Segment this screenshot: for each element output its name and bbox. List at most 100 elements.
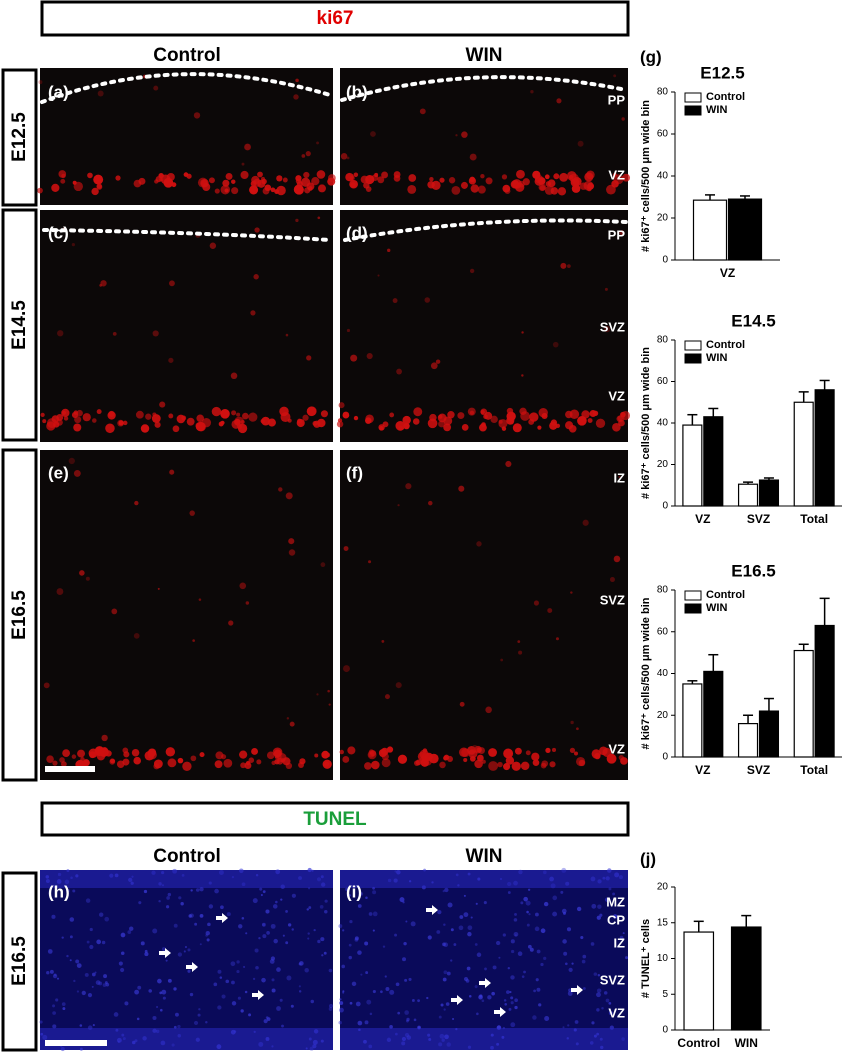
cell [595,418,606,429]
cell [208,177,215,184]
nucleus [244,990,248,994]
nucleus [384,975,387,978]
cell [381,640,385,643]
cell [613,555,621,563]
nucleus [53,973,57,977]
cell [223,758,233,768]
cell [316,141,320,145]
nucleus [76,990,80,993]
cell [479,423,487,432]
cell [431,180,441,191]
x-tick-label: Total [800,512,828,526]
cell [544,174,550,180]
row-label: E14.5 [9,300,30,350]
cell [474,759,483,769]
nucleus [540,928,546,934]
cell [570,591,573,594]
cell [389,412,395,418]
nucleus [198,1008,201,1011]
cell [606,184,616,195]
zone-label: VZ [608,1005,625,1020]
nucleus [66,954,69,958]
cell [285,333,289,337]
cell [619,230,625,236]
nucleus [86,940,90,944]
cell [413,407,423,417]
nucleus [62,1007,66,1011]
cell [123,420,128,426]
y-tick-label: 0 [662,255,668,266]
nucleus [298,962,302,966]
cell [56,588,64,595]
cell [336,420,344,428]
panel-label: (g) [640,47,662,66]
nucleus [120,967,125,973]
bar [727,198,763,261]
zone-label: MZ [606,894,625,909]
nucleus [144,952,149,957]
cell [242,412,249,420]
cell [295,218,299,223]
panel-label: (b) [346,82,368,101]
cell [257,171,263,178]
nucleus [404,978,408,982]
cell [555,423,561,428]
nucleus [599,913,603,917]
nucleus [199,914,204,918]
cell [159,177,164,182]
nucleus [538,1003,542,1007]
nucleus [52,1024,57,1029]
nucleus [275,900,278,904]
zone-label: PP [608,227,626,242]
nucleus [236,960,240,964]
nucleus [52,974,58,979]
cell [297,418,302,424]
nucleus [476,952,482,958]
column-label: Control [153,45,221,66]
cell [168,357,174,363]
nucleus [159,1008,163,1012]
cell [241,162,245,166]
cell [248,412,258,422]
nucleus [39,1020,43,1024]
nucleus [509,990,512,994]
bar [814,624,835,758]
band [340,870,628,888]
x-tick-label: VZ [695,763,710,777]
cell [108,410,115,418]
cell [202,182,211,191]
cell [581,410,590,419]
legend-label: WIN [706,104,727,116]
nucleus [447,902,453,908]
header-box [40,0,630,37]
cell [116,760,125,769]
cell [365,186,372,192]
nucleus [446,971,451,976]
nucleus [259,887,263,891]
nucleus [69,935,73,939]
nucleus [535,978,539,982]
cell [306,406,317,417]
nucleus [152,1015,157,1021]
nucleus [366,999,372,1005]
cell [193,112,201,119]
nucleus [177,1024,181,1029]
nucleus [474,943,478,946]
cell [613,74,617,78]
nucleus [245,932,248,935]
cell [320,410,328,418]
cell [532,759,540,766]
y-axis-label: # ki67⁺ cells/500 μm wide bin [640,597,652,749]
nucleus [357,904,362,908]
nucleus [323,951,327,955]
nucleus [279,998,283,1002]
nucleus [99,912,104,917]
cell [397,504,400,507]
bar [692,199,728,261]
nucleus [137,985,142,990]
cell [439,761,446,769]
cell [40,412,45,418]
cell [470,184,479,193]
nucleus [442,942,446,947]
nucleus [240,1009,244,1013]
